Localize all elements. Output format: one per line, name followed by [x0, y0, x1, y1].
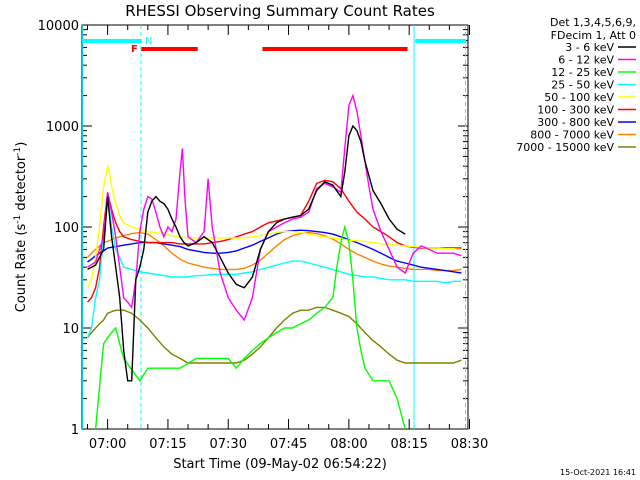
legend-label: 3 - 6 keV [565, 41, 614, 54]
legend-label: 800 - 7000 keV [530, 129, 614, 142]
legend-label: 300 - 800 keV [537, 116, 614, 129]
y-axis-label-end: ) [14, 142, 29, 147]
y-axis-label: Count Rate (s-1 detector-1) [13, 142, 29, 313]
series-line-7 [86, 231, 462, 272]
x-tick-label: 07:00 [89, 437, 126, 452]
chart-title: RHESSI Observing Summary Count Rates [125, 2, 435, 20]
x-tick-label: 08:15 [390, 437, 427, 452]
legend-label: 12 - 25 keV [551, 66, 614, 79]
legend-label: 6 - 12 keV [558, 54, 614, 67]
data-series [86, 93, 462, 429]
x-axis-ticks: 07:00 07:15 07:30 07:45 08:00 08:15 08:30 [87, 25, 488, 452]
footer-date-stamp: 15-Oct-2021 16:41 [560, 468, 636, 477]
legend-label: 25 - 50 keV [551, 79, 614, 92]
y-tick-label: 10000 [38, 19, 79, 34]
x-tick-label: 08:30 [451, 437, 488, 452]
y-axis-label-sup1: -1 [13, 215, 23, 224]
x-axis-label: Start Time (09-May-02 06:54:22) [173, 457, 387, 472]
series-line-1 [87, 93, 462, 322]
series-line-8 [86, 306, 462, 364]
y-tick-label: 10 [62, 322, 79, 337]
legend-header-1: Det 1,3,4,5,6,9, [550, 16, 636, 29]
y-axis-label-mid: detector [14, 155, 29, 215]
y-tick-label: 1 [71, 423, 79, 438]
plot-area-border [81, 24, 469, 430]
y-tick-label: 100 [54, 221, 79, 236]
flare-marker-label: F [131, 44, 138, 55]
legend-header-2: FDecim 1, Att 0 [551, 29, 636, 42]
x-tick-label: 07:15 [149, 437, 186, 452]
legend-label: 100 - 300 keV [537, 104, 614, 117]
y-axis-label-sup2: -1 [13, 147, 23, 156]
series-line-5 [86, 179, 462, 303]
x-tick-label: 08:00 [330, 437, 367, 452]
night-marker-label: N [145, 36, 152, 47]
plot-frame [81, 24, 469, 430]
legend: Det 1,3,4,5,6,9, FDecim 1, Att 0 3 - 6 k… [516, 16, 636, 154]
legend-label: 7000 - 15000 keV [516, 141, 614, 154]
legend-label: 50 - 100 keV [544, 91, 614, 104]
series-line-4 [86, 163, 462, 289]
y-axis-label-main: Count Rate (s [14, 224, 29, 313]
observation-markers: FN [82, 25, 466, 429]
x-tick-label: 07:45 [270, 437, 307, 452]
x-tick-label: 07:30 [210, 437, 247, 452]
series-line-3 [86, 194, 462, 339]
y-axis-ticks: 1 10 100 1000 10000 [38, 19, 468, 438]
series-line-0 [87, 124, 406, 382]
y-tick-label: 1000 [46, 120, 79, 135]
